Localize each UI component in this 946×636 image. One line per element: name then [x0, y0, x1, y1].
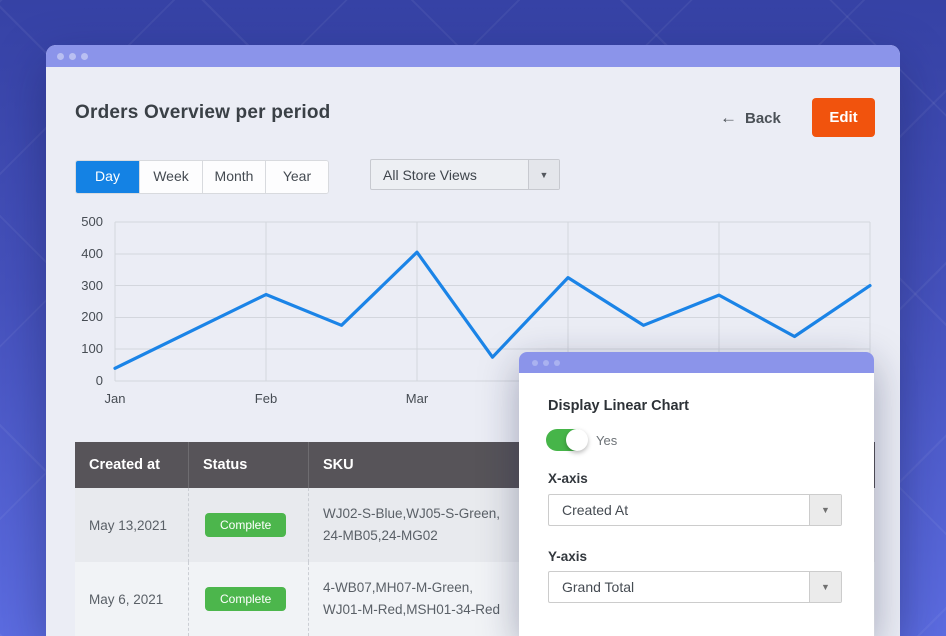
- cell-status: Complete: [188, 488, 308, 562]
- status-badge: Complete: [205, 513, 287, 537]
- window-dot-icon: [57, 52, 64, 60]
- y-axis-value: Grand Total: [562, 579, 635, 595]
- y-axis-tick-label: 400: [81, 245, 103, 261]
- cell-sku: 4-WB07,MH07-M-Green, WJ01-M-Red,MSH01-34…: [308, 562, 875, 636]
- x-axis-tick-label: Jan: [104, 391, 126, 406]
- cell-sku: WJ02-S-Blue,WJ05-S-Green, 24-MB05,24-MG0…: [308, 488, 875, 562]
- back-link[interactable]: ← Back: [720, 108, 781, 128]
- orders-chart: [113, 221, 872, 382]
- column-header-created-at: Created at: [89, 457, 160, 473]
- orders-line-series: [113, 250, 872, 370]
- chart-x-axis: Jan Feb Mar: [105, 391, 870, 409]
- y-axis-tick-label: 500: [81, 214, 103, 229]
- window-dot-icon: [543, 359, 549, 366]
- toggle-state-label: Yes: [596, 433, 618, 448]
- x-axis-value: Created At: [562, 502, 629, 518]
- cell-status: Complete: [188, 562, 308, 636]
- x-axis-field-label: X-axis: [548, 471, 588, 486]
- column-header-sku: SKU: [308, 442, 875, 488]
- page-title: Orders Overview per period: [75, 102, 331, 123]
- window-titlebar: [46, 45, 900, 67]
- cell-created-at: May 6, 2021: [89, 591, 164, 607]
- display-linear-chart-toggle[interactable]: [546, 429, 588, 451]
- chart-settings-modal: Display Linear Chart Yes X-axis Created …: [519, 352, 874, 636]
- period-tab-group: Day Week Month Year: [75, 160, 329, 194]
- back-arrow-icon: ←: [720, 108, 737, 127]
- store-views-select[interactable]: All Store Views ▼: [370, 159, 560, 190]
- y-axis-tick-label: 200: [81, 309, 103, 325]
- store-views-value: All Store Views: [383, 166, 477, 183]
- tab-year[interactable]: Year: [265, 161, 328, 193]
- chevron-down-icon: ▼: [809, 572, 841, 602]
- y-axis-tick-label: 300: [81, 277, 103, 293]
- window-dot-icon: [532, 359, 538, 366]
- x-axis-select[interactable]: Created At ▼: [548, 494, 842, 526]
- orders-line-chart: [113, 221, 872, 382]
- tab-month[interactable]: Month: [202, 161, 265, 193]
- y-axis-select[interactable]: Grand Total ▼: [548, 571, 842, 603]
- chevron-down-icon: ▼: [809, 495, 841, 525]
- modal-titlebar: [519, 352, 874, 373]
- y-axis-field-label: Y-axis: [548, 549, 588, 564]
- y-axis-tick-label: 0: [95, 373, 103, 388]
- tab-day[interactable]: Day: [76, 161, 139, 193]
- x-axis-tick-label: Feb: [254, 391, 278, 406]
- status-badge: Complete: [205, 587, 287, 611]
- window-dot-icon: [81, 52, 88, 60]
- window-dot-icon: [69, 52, 76, 60]
- cell-created-at: May 13,2021: [89, 517, 168, 533]
- chart-y-axis: 0 100 200 300 400 500: [54, 214, 103, 388]
- window-dot-icon: [554, 359, 560, 366]
- toggle-knob: [566, 429, 588, 451]
- x-axis-tick-label: Mar: [405, 391, 429, 406]
- back-label: Back: [745, 109, 781, 127]
- chevron-down-icon: ▼: [528, 160, 559, 189]
- y-axis-tick-label: 100: [81, 341, 103, 357]
- edit-button[interactable]: Edit: [812, 98, 875, 137]
- tab-week[interactable]: Week: [139, 161, 202, 193]
- column-header-status: Status: [188, 442, 308, 488]
- modal-title: Display Linear Chart: [548, 398, 690, 414]
